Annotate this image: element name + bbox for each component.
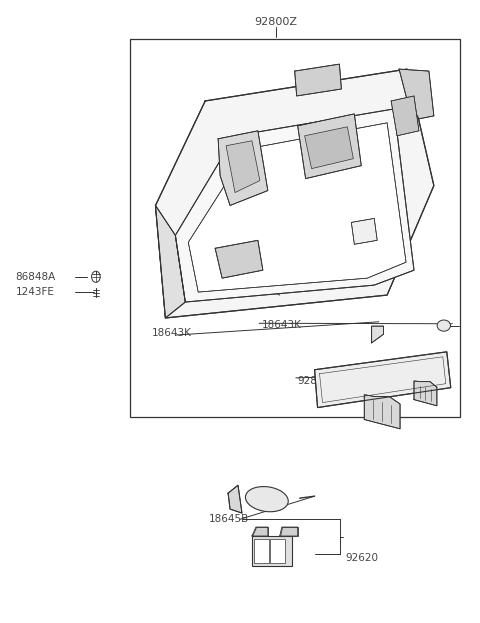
Polygon shape [372,326,384,343]
Polygon shape [305,127,353,169]
Polygon shape [414,381,437,406]
Polygon shape [175,109,414,302]
Polygon shape [226,141,260,193]
Bar [254,538,269,563]
Polygon shape [252,527,268,536]
Ellipse shape [245,487,288,511]
Bar [130,39,459,417]
Text: 18643K: 18643K [152,328,192,338]
Polygon shape [188,123,406,292]
Polygon shape [364,395,400,429]
Polygon shape [298,114,361,179]
Text: 92620: 92620 [345,553,378,563]
Text: 1243FE: 1243FE [16,287,55,297]
Polygon shape [314,352,451,407]
Polygon shape [218,131,268,206]
Polygon shape [215,240,263,278]
Polygon shape [156,206,185,318]
Text: 92852A: 92852A [297,376,337,386]
Bar [252,536,292,566]
Polygon shape [156,69,434,318]
Polygon shape [295,64,341,96]
Polygon shape [280,527,298,536]
Bar [270,538,285,563]
Text: 18643K: 18643K [262,320,301,330]
Text: 86848A: 86848A [16,272,56,282]
Ellipse shape [437,320,451,331]
Polygon shape [351,219,377,244]
Polygon shape [399,69,434,119]
Text: 92800Z: 92800Z [254,17,297,27]
Polygon shape [228,485,242,513]
Polygon shape [391,96,419,136]
Text: 18645B: 18645B [209,514,249,525]
